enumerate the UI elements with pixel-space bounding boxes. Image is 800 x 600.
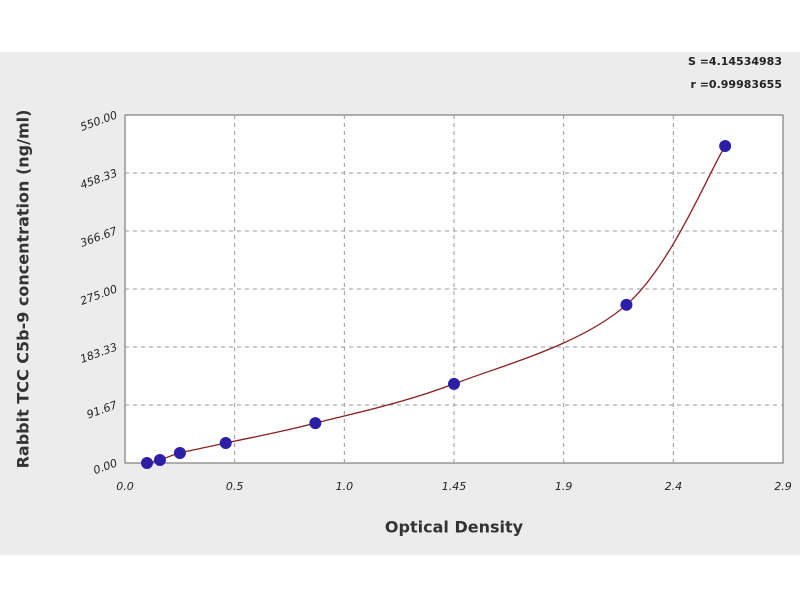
data-point bbox=[173, 447, 186, 460]
x-tick-label: 0.5 bbox=[226, 480, 244, 493]
data-point bbox=[719, 140, 732, 153]
data-point bbox=[309, 417, 322, 430]
y-axis-title: Rabbit TCC C5b-9 concentration (ng/ml) bbox=[14, 110, 33, 469]
data-point bbox=[448, 377, 460, 390]
x-tick-label: 1.0 bbox=[336, 480, 354, 493]
annotation: S =4.14534983 bbox=[688, 55, 782, 68]
x-tick-label: 0.0 bbox=[116, 480, 134, 493]
data-point bbox=[153, 454, 166, 467]
annotation: r =0.99983655 bbox=[690, 78, 782, 91]
x-tick-label: 1.9 bbox=[555, 480, 573, 493]
data-point bbox=[141, 457, 154, 469]
x-tick-label: 2.9 bbox=[774, 480, 792, 493]
x-axis-title: Optical Density bbox=[385, 518, 524, 537]
data-point bbox=[620, 298, 633, 311]
x-tick-label: 1.45 bbox=[442, 480, 467, 493]
data-point bbox=[219, 437, 232, 450]
x-tick-label: 2.4 bbox=[665, 480, 683, 493]
